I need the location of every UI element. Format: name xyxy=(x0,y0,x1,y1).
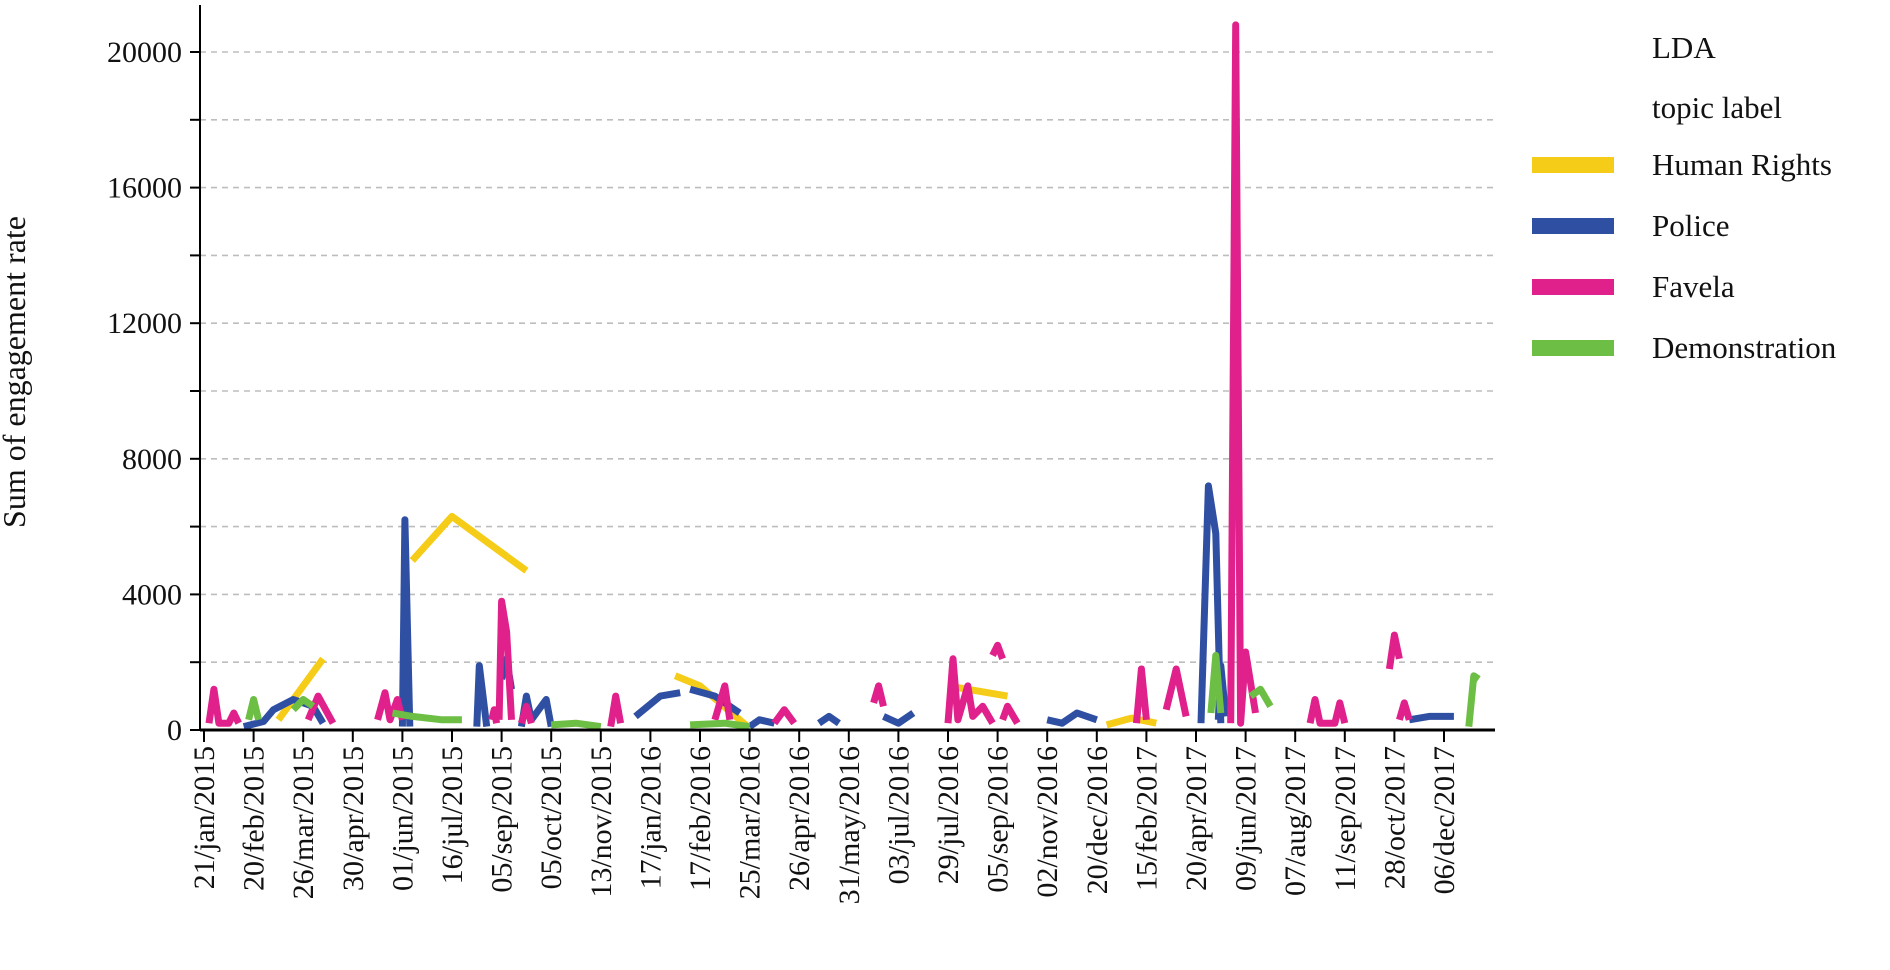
x-tick-label: 31/may/2016 xyxy=(833,746,866,904)
legend-swatch xyxy=(1532,279,1614,295)
series-line-segment xyxy=(205,685,242,727)
series-line-segment xyxy=(1197,482,1225,724)
y-tick-label: 12000 xyxy=(107,307,182,340)
series-line-segment xyxy=(374,689,406,724)
series-line-segment xyxy=(518,702,535,725)
series-line-segment xyxy=(391,709,462,724)
x-tick-label: 09/jun/2017 xyxy=(1230,746,1263,891)
series-line-segment xyxy=(882,710,916,727)
series-line-segment xyxy=(633,689,681,720)
y-tick-label: 4000 xyxy=(122,578,182,611)
series-line-segment xyxy=(870,682,887,708)
series-line-segment xyxy=(1408,712,1454,724)
series-lines xyxy=(205,21,1481,731)
series-line-segment xyxy=(275,656,326,722)
series-line-segment xyxy=(245,696,262,721)
series-line-segment xyxy=(1162,665,1190,718)
series-demonstration xyxy=(245,651,1481,731)
legend-entry: Demonstration xyxy=(1652,330,1837,365)
x-tick-label: 11/sep/2017 xyxy=(1329,746,1362,892)
series-line-segment xyxy=(1207,651,1225,714)
x-tick-label: 03/jul/2016 xyxy=(882,746,915,884)
series-line-segment xyxy=(1385,631,1403,670)
series-line-segment xyxy=(689,719,751,731)
y-tick-label: 8000 xyxy=(122,443,182,476)
series-line-segment xyxy=(944,655,996,725)
series-line-segment xyxy=(673,672,752,731)
legend-swatch xyxy=(1532,218,1614,234)
series-line-segment xyxy=(989,641,1006,661)
series-line-segment xyxy=(550,719,602,731)
series-line-segment xyxy=(999,702,1021,725)
legend-entry: Police xyxy=(1652,208,1730,243)
x-tick-label: 17/jan/2016 xyxy=(634,746,667,889)
x-tick-label: 28/oct/2017 xyxy=(1378,746,1411,889)
x-tick-label: 15/feb/2017 xyxy=(1130,746,1163,891)
axes: 0 4000 8000 12000 16000 20000 21/jan/2015 20/fe… xyxy=(107,5,1495,904)
series-line-segment xyxy=(771,706,798,726)
x-tick-label: 05/sep/2016 xyxy=(982,746,1015,893)
y-tick-label: 0 xyxy=(167,714,182,747)
series-line-segment xyxy=(607,692,625,728)
legend-swatch xyxy=(1532,340,1614,356)
series-line-segment xyxy=(817,712,841,727)
series-line-segment xyxy=(1396,699,1413,721)
x-tick-label: 01/jun/2015 xyxy=(386,746,419,891)
series-line-segment xyxy=(747,716,776,730)
legend: LDA topic label Human Rights Police Favela De… xyxy=(1532,30,1837,365)
legend-title: LDA xyxy=(1652,30,1716,65)
series-line-segment xyxy=(495,597,515,720)
legend-title: topic label xyxy=(1652,90,1782,125)
x-tick-label: 25/mar/2016 xyxy=(734,746,767,899)
series-police xyxy=(242,482,1454,730)
x-tick-label: 30/apr/2015 xyxy=(337,746,370,891)
series-line-segment xyxy=(1227,21,1259,727)
y-axis-title: Sum of engagement rate xyxy=(0,216,32,528)
series-line-segment xyxy=(290,696,316,713)
x-tick-label: 07/aug/2017 xyxy=(1279,746,1312,896)
y-tick-label: 20000 xyxy=(107,36,182,69)
y-tick-label: 16000 xyxy=(107,172,182,205)
x-tick-label: 13/nov/2015 xyxy=(585,746,618,898)
x-tick-label: 05/sep/2015 xyxy=(486,746,519,893)
legend-swatch xyxy=(1532,157,1614,173)
series-line-segment xyxy=(711,682,734,721)
x-tick-label: 17/feb/2016 xyxy=(684,746,717,891)
legend-entry: Human Rights xyxy=(1652,147,1832,182)
series-line-segment xyxy=(1306,696,1349,727)
x-tick-label: 20/dec/2016 xyxy=(1081,746,1114,894)
series-line-segment xyxy=(1248,685,1274,709)
x-tick-label: 26/mar/2015 xyxy=(287,746,320,899)
x-tick-label: 21/jan/2015 xyxy=(188,746,221,889)
x-tick-label: 02/nov/2016 xyxy=(1031,746,1064,898)
x-tick-label: 20/feb/2015 xyxy=(238,746,271,891)
gridlines xyxy=(200,51,1495,664)
x-tick-label: 29/jul/2016 xyxy=(932,746,965,884)
x-tick-label: 16/jul/2015 xyxy=(436,746,469,884)
series-line-segment xyxy=(1133,665,1150,724)
x-tick-label: 20/apr/2017 xyxy=(1180,746,1213,891)
series-line-segment xyxy=(398,516,414,727)
x-tick-label: 05/oct/2015 xyxy=(535,746,568,889)
legend-entry: Favela xyxy=(1652,269,1735,304)
series-line-segment xyxy=(304,692,337,725)
x-tick-label: 26/apr/2016 xyxy=(783,746,816,891)
x-tick-label: 06/dec/2017 xyxy=(1428,746,1461,894)
series-line-segment xyxy=(409,512,529,574)
series-line-segment xyxy=(1465,672,1481,727)
series-line-segment xyxy=(1046,709,1098,727)
series-line-segment xyxy=(1105,714,1158,729)
series-favela xyxy=(205,21,1413,728)
series-line-segment xyxy=(473,662,491,728)
